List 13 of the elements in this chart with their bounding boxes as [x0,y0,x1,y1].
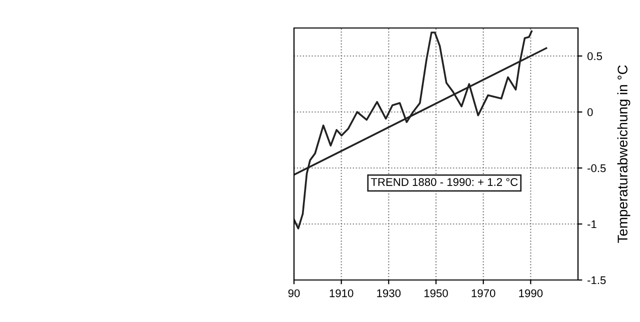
y-tick-label: -1 [588,220,596,228]
x-tick-label: 1930 [377,289,401,298]
x-tick-label: 1990 [519,289,543,298]
x-tick-label: 90 [288,289,300,298]
y-tick-label: 0 [587,108,593,116]
annotation: TREND 1880 - 1990: + 1.2 °C [370,178,518,186]
y-axis-title: Temperaturabweichung in °C [617,65,630,243]
y-tick-label: 0.5 [587,52,602,60]
y-tick-label: -1.5 [588,276,606,284]
y-tick-label: -0.5 [588,164,606,172]
x-tick-label: 1970 [472,289,496,298]
x-tick-label: 1910 [330,289,354,298]
x-tick-label: 1950 [424,289,448,298]
